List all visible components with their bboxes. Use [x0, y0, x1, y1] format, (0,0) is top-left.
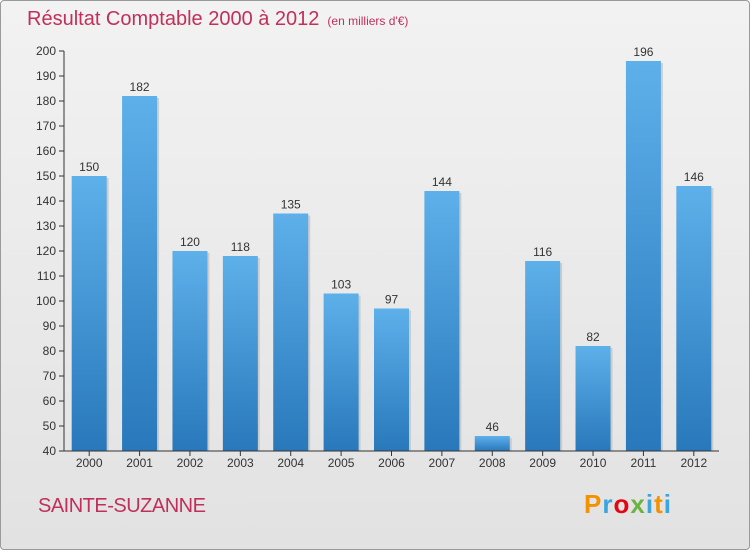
- y-tick-label: 80: [43, 344, 57, 358]
- data-label-2003: 118: [231, 240, 250, 254]
- y-tick-label: 190: [36, 69, 56, 83]
- y-tick-label: 130: [36, 219, 56, 233]
- data-label-2004: 135: [281, 198, 301, 212]
- bar-2007: [424, 191, 460, 451]
- logo-letter: P: [584, 489, 603, 519]
- data-label-2009: 116: [533, 245, 552, 259]
- y-tick-label: 90: [43, 319, 57, 333]
- x-tick-label: 2009: [529, 456, 556, 470]
- bar-2000: [71, 176, 107, 451]
- data-label-2012: 146: [684, 170, 704, 184]
- data-label-2007: 144: [432, 175, 452, 189]
- x-tick-label: 2005: [328, 456, 355, 470]
- bar-2002: [172, 251, 208, 451]
- data-label-2011: 196: [633, 45, 653, 59]
- x-tick-label: 2001: [126, 456, 153, 470]
- x-tick-label: 2002: [177, 456, 204, 470]
- data-label-2010: 82: [586, 330, 600, 344]
- data-label-2006: 97: [385, 293, 399, 307]
- bar-2010: [575, 346, 611, 451]
- bars: 150 182 120 118 135 103 97 144 46 116 82 196 146: [71, 45, 714, 451]
- x-tick-label: 2008: [479, 456, 506, 470]
- y-tick-label: 110: [37, 269, 56, 283]
- y-tick-label: 200: [36, 44, 56, 58]
- logo-letter: i: [645, 489, 655, 519]
- x-tick-label: 2012: [680, 456, 707, 470]
- y-tick-label: 140: [36, 194, 56, 208]
- logo-letter: i: [663, 489, 672, 519]
- y-tick-label: 60: [43, 394, 57, 408]
- y-tick-label: 150: [36, 169, 56, 183]
- data-label-2000: 150: [79, 160, 99, 174]
- y-tick-label: 170: [36, 119, 56, 133]
- bar-2004: [273, 213, 309, 451]
- bar-2008: [474, 436, 510, 451]
- x-tick-label: 2010: [580, 456, 607, 470]
- data-label-2002: 120: [180, 235, 200, 249]
- data-label-2001: 182: [130, 80, 150, 94]
- x-tick-label: 2000: [76, 456, 103, 470]
- bar-2009: [525, 261, 561, 451]
- bar-2011: [625, 61, 661, 451]
- y-axis: 40 50 60 70 80 90 100 110 120 130 140 150 160 170 180 1…: [36, 44, 65, 458]
- x-tick-label: 2004: [277, 456, 304, 470]
- data-label-2005: 103: [331, 278, 351, 292]
- bar-2001: [122, 96, 158, 451]
- chart-title: Résultat Comptable 2000 à 2012: [27, 8, 320, 30]
- y-tick-label: 70: [43, 369, 57, 383]
- logo-letter: t: [654, 489, 664, 519]
- commune-name: SAINTE-SUZANNE: [38, 495, 206, 517]
- y-tick-label: 120: [36, 244, 56, 258]
- y-tick-label: 50: [43, 419, 57, 433]
- y-tick-label: 160: [36, 144, 56, 158]
- bar-2012: [676, 186, 712, 451]
- bar-2003: [222, 256, 258, 451]
- x-tick-label: 2007: [429, 456, 456, 470]
- y-tick-label: 180: [36, 94, 56, 108]
- proxiti-logo: Proxiti: [584, 489, 672, 520]
- x-tick-label: 2006: [378, 456, 405, 470]
- logo-letter: r: [602, 489, 614, 519]
- x-axis: 2000 2001 2002 2003 2004 2005 2006 2007 2008 2009…: [64, 450, 719, 470]
- y-tick-label: 40: [43, 444, 57, 458]
- data-label-2008: 46: [486, 420, 500, 434]
- x-tick-label: 2011: [631, 456, 657, 470]
- chart-subtitle: (en milliers d'€): [327, 14, 409, 28]
- bar-2005: [323, 293, 359, 451]
- bar-2006: [374, 308, 409, 451]
- logo-letter: x: [630, 489, 646, 519]
- logo-letter: o: [613, 489, 631, 519]
- x-tick-label: 2003: [227, 456, 254, 470]
- y-tick-label: 100: [36, 294, 56, 308]
- title-row: Résultat Comptable 2000 à 2012 (en millie…: [27, 8, 408, 31]
